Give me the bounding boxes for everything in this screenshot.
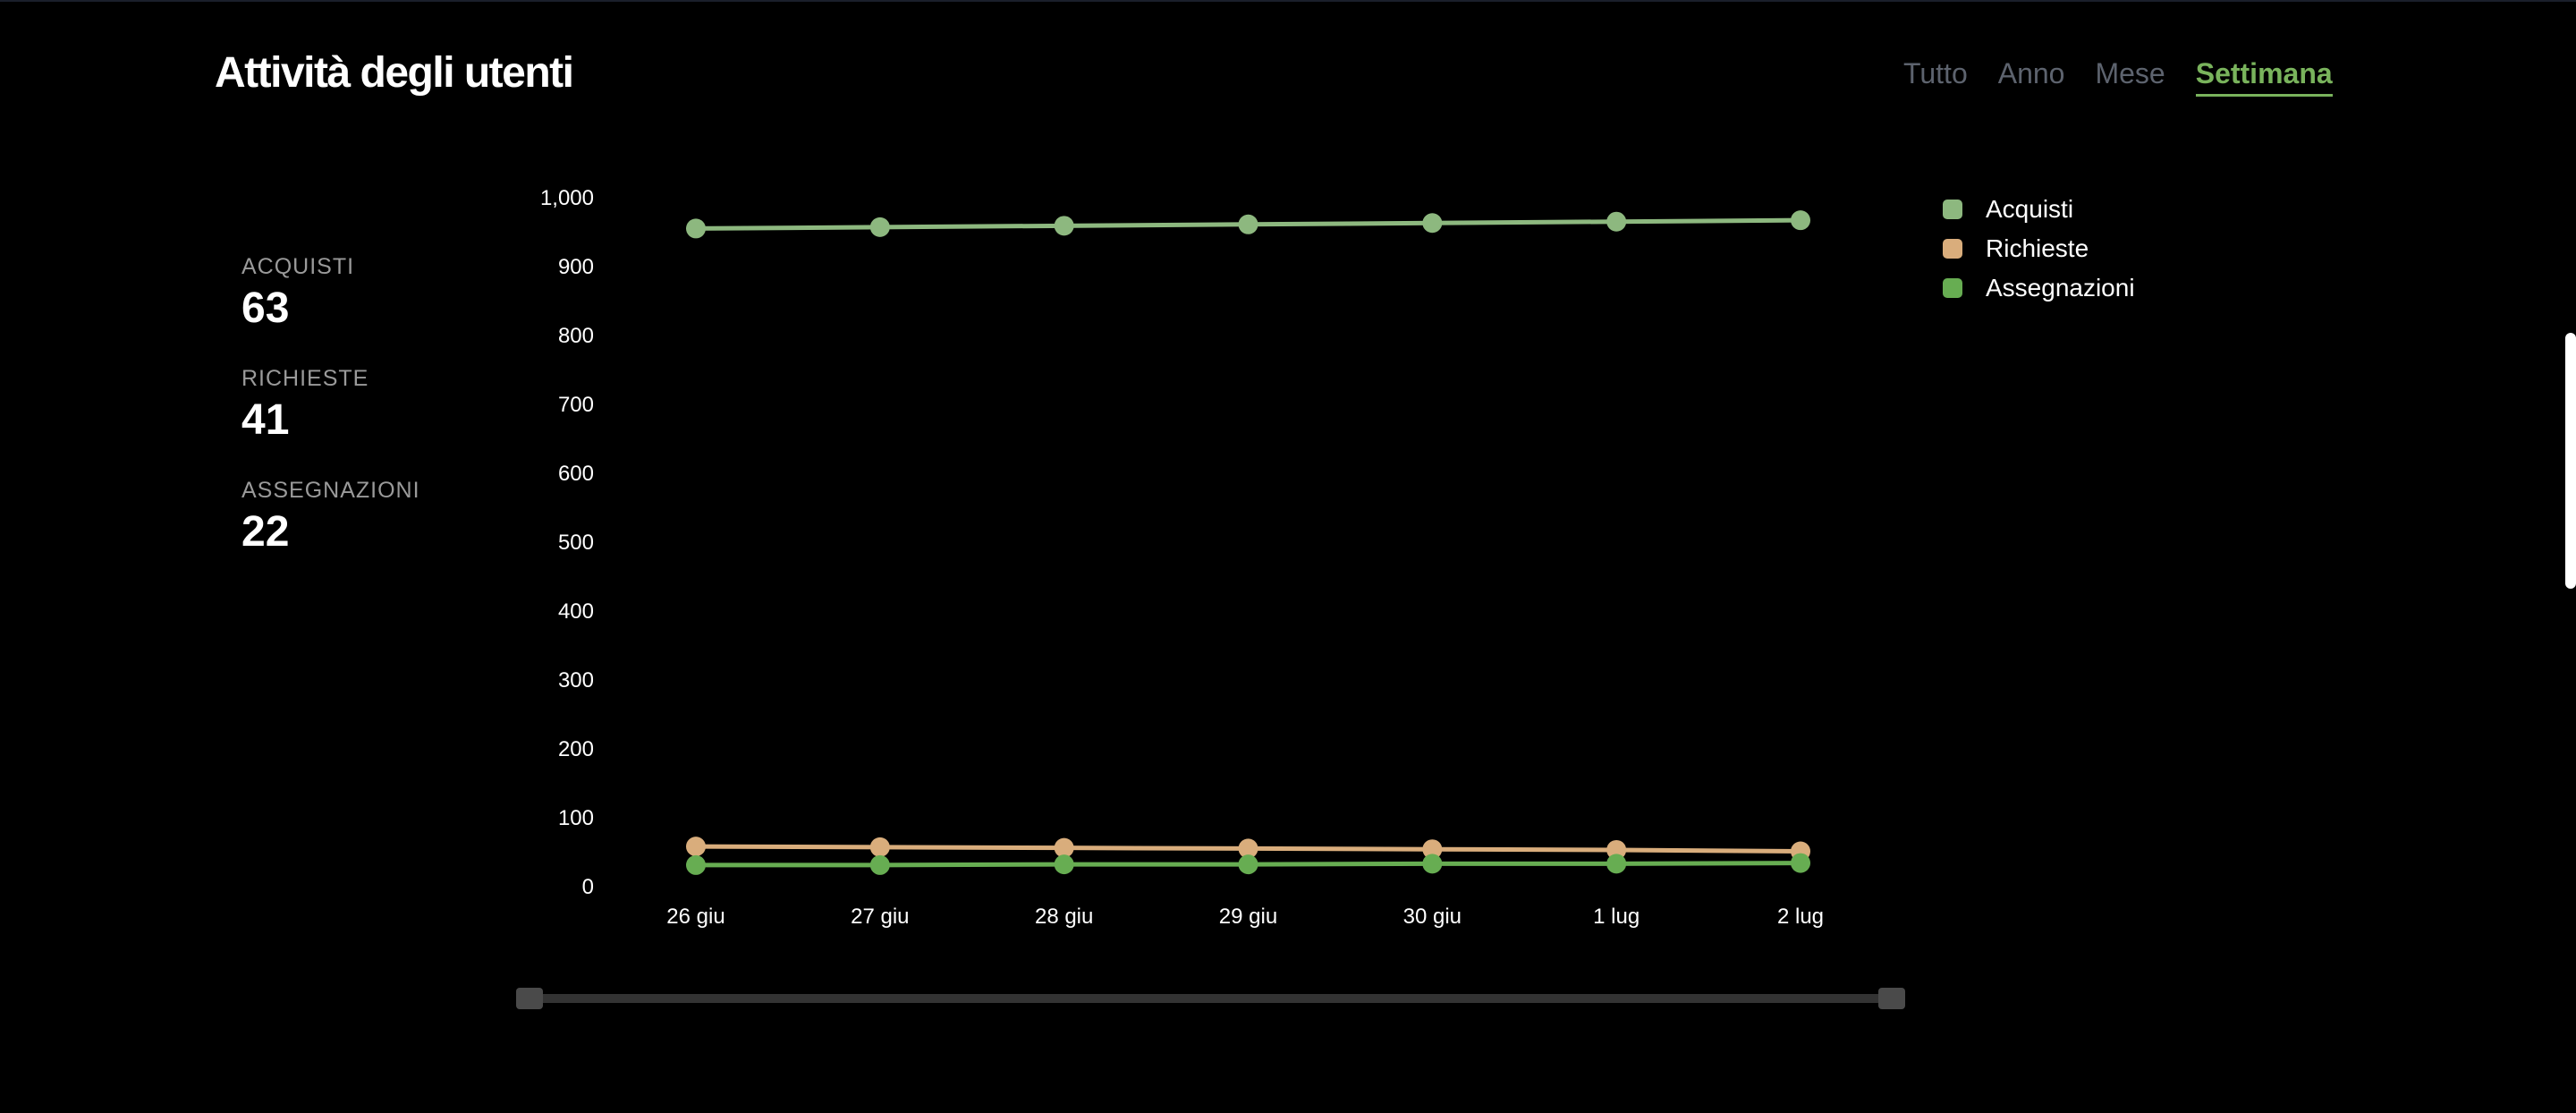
data-point-acquisti [869, 217, 890, 237]
data-point-richieste [1054, 837, 1074, 858]
page-title: Attività degli utenti [215, 49, 574, 97]
stat-value: 63 [242, 285, 290, 332]
stat-value: 41 [242, 396, 290, 444]
data-point-assegnazioni [1606, 854, 1627, 874]
x-tick-label: 28 giu [1035, 905, 1093, 929]
tab-anno[interactable]: Anno [1997, 57, 2065, 89]
data-point-acquisti [1054, 216, 1074, 236]
period-tabs: Tutto Anno Mese Settimana [1903, 57, 2333, 97]
stat-richieste: RICHIESTE 41 [242, 366, 420, 442]
x-tick-label: 29 giu [1219, 905, 1277, 929]
chart-legend: Acquisti Richieste Assegnazioni [1943, 190, 2135, 308]
y-tick-label: 100 [558, 806, 594, 830]
legend-item-acquisti[interactable]: Acquisti [1943, 190, 2135, 229]
data-point-richieste [869, 837, 890, 857]
range-slider-handle-start[interactable] [516, 988, 543, 1009]
data-point-assegnazioni [1422, 854, 1443, 874]
x-tick-label: 26 giu [666, 905, 724, 929]
y-tick-label: 1,000 [540, 186, 594, 210]
data-point-richieste [1422, 839, 1443, 860]
data-point-assegnazioni [869, 854, 890, 875]
y-tick-label: 600 [558, 462, 594, 486]
y-tick-label: 400 [558, 599, 594, 624]
stat-assegnazioni: ASSEGNAZIONI 22 [242, 478, 420, 554]
data-point-richieste [1606, 839, 1627, 860]
page-scrollbar[interactable] [2565, 333, 2576, 589]
data-point-assegnazioni [686, 854, 706, 875]
data-point-acquisti [1422, 213, 1443, 234]
x-tick-label: 2 lug [1777, 905, 1824, 929]
data-point-assegnazioni [1054, 854, 1074, 875]
legend-label: Assegnazioni [1986, 274, 2135, 302]
y-tick-label: 0 [582, 875, 594, 899]
top-border [0, 0, 2576, 2]
y-tick-label: 800 [558, 324, 594, 348]
stat-label: RICHIESTE [242, 366, 369, 391]
legend-item-richieste[interactable]: Richieste [1943, 229, 2135, 268]
data-point-assegnazioni [1791, 853, 1810, 873]
y-tick-label: 300 [558, 668, 594, 692]
stat-acquisti: ACQUISTI 63 [242, 254, 420, 330]
x-tick-label: 1 lug [1593, 905, 1640, 929]
stats-panel: ACQUISTI 63 RICHIESTE 41 ASSEGNAZIONI 22 [242, 254, 420, 590]
data-point-acquisti [1238, 214, 1258, 234]
stat-label: ACQUISTI [242, 254, 355, 279]
y-tick-label: 500 [558, 531, 594, 555]
range-slider-handle-end[interactable] [1878, 988, 1905, 1009]
stat-label: ASSEGNAZIONI [242, 478, 420, 503]
x-tick-label: 27 giu [851, 905, 909, 929]
y-tick-label: 700 [558, 393, 594, 417]
data-point-richieste [686, 837, 706, 857]
legend-item-assegnazioni[interactable]: Assegnazioni [1943, 268, 2135, 308]
y-tick-label: 900 [558, 255, 594, 279]
legend-swatch [1943, 278, 1962, 298]
tab-tutto[interactable]: Tutto [1903, 57, 1968, 89]
data-point-acquisti [1791, 210, 1810, 231]
y-tick-label: 200 [558, 737, 594, 761]
tab-settimana[interactable]: Settimana [2195, 57, 2333, 97]
legend-swatch [1943, 239, 1962, 259]
data-point-assegnazioni [1238, 854, 1258, 875]
tab-mese[interactable]: Mese [2095, 57, 2165, 89]
data-point-acquisti [686, 218, 706, 239]
range-slider-track[interactable] [524, 994, 1893, 1003]
legend-label: Richieste [1986, 234, 2089, 262]
data-point-richieste [1238, 838, 1258, 859]
stat-value: 22 [242, 508, 290, 556]
legend-swatch [1943, 200, 1962, 219]
data-point-acquisti [1606, 211, 1627, 232]
x-tick-label: 30 giu [1403, 905, 1462, 929]
legend-label: Acquisti [1986, 195, 2074, 223]
